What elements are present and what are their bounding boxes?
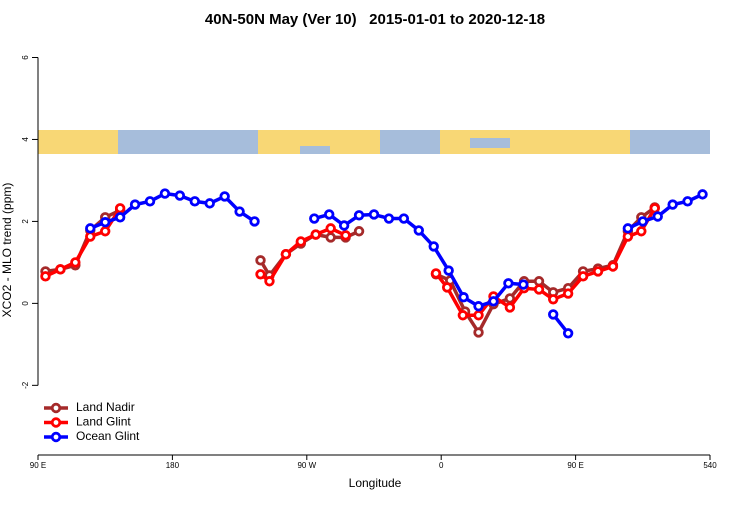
point bbox=[533, 276, 545, 287]
point bbox=[383, 213, 395, 224]
point bbox=[114, 203, 126, 214]
point bbox=[622, 231, 634, 242]
point bbox=[70, 257, 81, 268]
point bbox=[652, 211, 663, 222]
point bbox=[562, 328, 574, 339]
point bbox=[85, 223, 96, 234]
point bbox=[309, 213, 320, 224]
y-tick-label: 4 bbox=[21, 137, 30, 142]
x-tick-label: 180 bbox=[166, 461, 180, 470]
point bbox=[533, 284, 545, 295]
legend-marker bbox=[50, 431, 62, 443]
x-axis-label: Longitude bbox=[349, 476, 402, 490]
point bbox=[503, 278, 514, 289]
point bbox=[562, 288, 574, 299]
point bbox=[577, 271, 589, 282]
point bbox=[295, 236, 307, 247]
y-tick-label: 0 bbox=[21, 301, 30, 306]
y-tick-label: 6 bbox=[21, 55, 30, 60]
chart-title: 40N-50N May (Ver 10) 2015-01-01 to 2020-… bbox=[205, 11, 545, 28]
point bbox=[697, 189, 708, 200]
point bbox=[55, 264, 66, 275]
point bbox=[264, 276, 275, 287]
x-tick-label: 540 bbox=[703, 461, 717, 470]
x-tick-label: 90 E bbox=[30, 461, 46, 470]
point bbox=[682, 196, 693, 207]
point bbox=[473, 310, 484, 321]
point bbox=[255, 269, 266, 280]
point bbox=[413, 225, 424, 236]
point bbox=[353, 210, 365, 221]
point bbox=[174, 190, 186, 201]
legend-marker bbox=[50, 402, 62, 414]
x-tick-label: 0 bbox=[439, 461, 444, 470]
point bbox=[340, 230, 351, 241]
point bbox=[504, 293, 516, 304]
legend-label: Land Glint bbox=[76, 415, 131, 429]
point bbox=[548, 294, 559, 305]
point bbox=[548, 309, 559, 320]
point bbox=[85, 231, 96, 242]
point bbox=[368, 209, 380, 220]
point bbox=[40, 271, 51, 282]
point bbox=[99, 226, 111, 237]
point bbox=[219, 191, 230, 202]
point bbox=[338, 220, 350, 231]
x-tick-label: 90 E bbox=[567, 461, 583, 470]
point bbox=[325, 232, 336, 243]
x-tick-label: 90 W bbox=[297, 461, 316, 470]
legend-label: Ocean Glint bbox=[76, 429, 140, 443]
point bbox=[310, 229, 321, 240]
point bbox=[325, 223, 336, 234]
point bbox=[607, 261, 619, 272]
point bbox=[114, 212, 126, 223]
point bbox=[636, 226, 647, 237]
point bbox=[473, 301, 484, 312]
point bbox=[353, 226, 365, 237]
point bbox=[457, 310, 469, 321]
point bbox=[488, 296, 499, 307]
y-axis-label: XCO2 - MLO trend (ppm) bbox=[0, 183, 14, 318]
point bbox=[99, 217, 111, 228]
point bbox=[428, 241, 439, 252]
point bbox=[667, 199, 678, 210]
point bbox=[159, 188, 171, 199]
point bbox=[504, 302, 516, 313]
legend-marker bbox=[50, 417, 62, 428]
point bbox=[637, 216, 648, 227]
point bbox=[234, 206, 245, 217]
legend-label: Land Nadir bbox=[76, 400, 135, 414]
point bbox=[189, 196, 200, 207]
point bbox=[249, 216, 260, 227]
point bbox=[473, 327, 484, 338]
point bbox=[144, 196, 156, 207]
point bbox=[204, 198, 215, 209]
point bbox=[592, 266, 604, 277]
map-strip bbox=[38, 130, 710, 154]
point bbox=[441, 282, 453, 293]
point bbox=[430, 268, 442, 279]
y-tick-label: -2 bbox=[21, 381, 30, 389]
point bbox=[649, 203, 660, 214]
point bbox=[324, 209, 335, 220]
point bbox=[398, 213, 410, 224]
point bbox=[458, 292, 469, 303]
point bbox=[443, 265, 454, 276]
point bbox=[622, 223, 634, 234]
point bbox=[255, 255, 266, 266]
point bbox=[518, 279, 529, 290]
y-tick-label: 2 bbox=[21, 219, 30, 224]
point bbox=[129, 199, 141, 210]
point bbox=[280, 248, 292, 260]
